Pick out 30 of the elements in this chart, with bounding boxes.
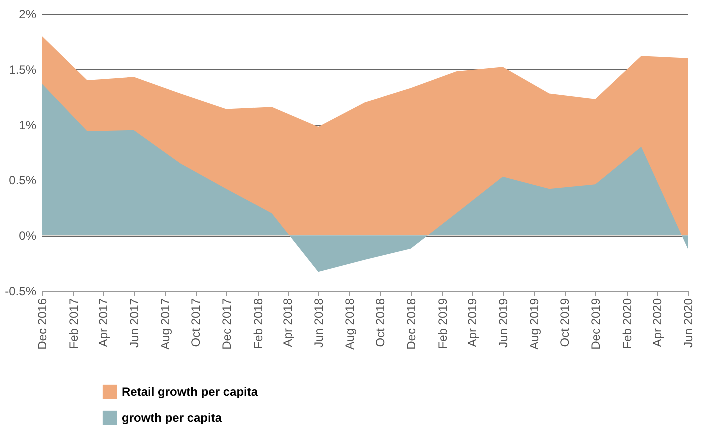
x-tick-label: Dec 2016 xyxy=(36,298,50,350)
x-tick-label: Aug 2017 xyxy=(158,298,172,350)
x-tick-label: Apr 2019 xyxy=(466,298,480,348)
x-tick-label: Dec 2019 xyxy=(589,298,603,350)
x-tick-label: Jun 2017 xyxy=(127,298,142,348)
x-tick-label: Feb 2020 xyxy=(620,298,634,350)
x-tick-label: Feb 2017 xyxy=(66,298,81,350)
x-tick-label: Apr 2017 xyxy=(96,298,111,348)
legend-label: growth per capita xyxy=(122,411,222,425)
x-tick-label: Jun 2018 xyxy=(312,298,326,348)
x-tick-label: Oct 2019 xyxy=(558,298,572,348)
x-tick-label: Feb 2019 xyxy=(436,298,450,350)
y-tick-label: 0.5% xyxy=(9,174,37,188)
x-tick-label: Apr 2018 xyxy=(281,298,296,348)
x-tick-label: Dec 2017 xyxy=(220,298,234,350)
y-tick-label: 1.5% xyxy=(9,62,37,77)
x-tick-label: Aug 2019 xyxy=(527,298,542,350)
x-tick-label: Jun 2019 xyxy=(496,298,510,348)
legend-label: Retail growth per capita xyxy=(122,385,258,399)
y-tick-label: 1% xyxy=(19,118,37,132)
x-tick-label: Jun 2020 xyxy=(682,298,696,348)
x-tick-label: Dec 2018 xyxy=(404,298,418,350)
x-tick-label: Oct 2018 xyxy=(374,298,388,348)
y-tick-label: -0.5% xyxy=(5,284,37,298)
x-tick-label: Aug 2018 xyxy=(342,298,357,350)
x-tick-label: Feb 2018 xyxy=(251,298,266,350)
y-tick-label: 0% xyxy=(19,229,37,244)
y-tick-label: 2% xyxy=(19,8,37,22)
x-tick-label: Apr 2020 xyxy=(650,298,665,348)
x-tick-label: Oct 2017 xyxy=(189,298,204,348)
